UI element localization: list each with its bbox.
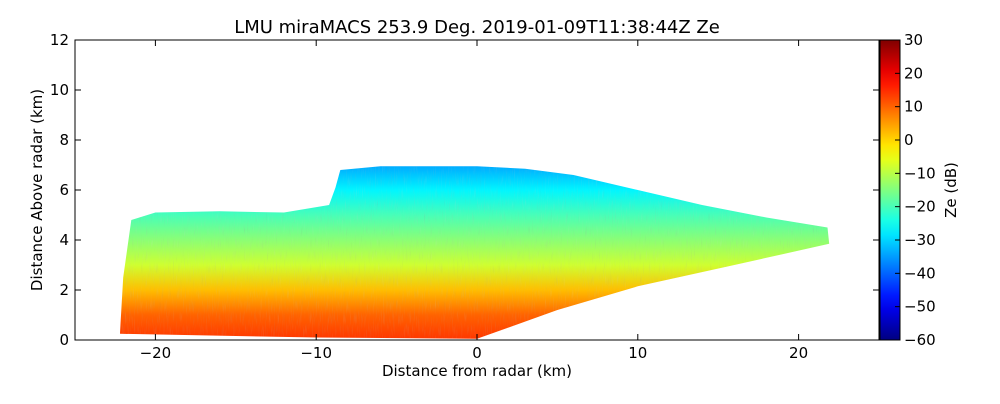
colorbar-ticks: −60 −50 −40 −30 −20 −10 0 10 20 30: [895, 31, 936, 349]
colorbar-tick-label: −30: [904, 231, 936, 249]
y-tick-label: 12: [50, 31, 69, 49]
x-tick-label: −20: [140, 344, 172, 362]
plot-area: −20 −10 0 10 20 0 2 4 6 8 10 12: [50, 31, 880, 362]
echo-texture: [120, 166, 830, 339]
colorbar-gradient: [879, 39, 901, 341]
colorbar-tick-label: 0: [904, 131, 914, 149]
x-axis-ticks: −20 −10 0 10 20: [140, 40, 808, 362]
colorbar-tick-label: −60: [904, 331, 936, 349]
colorbar-tick-label: 30: [904, 31, 923, 49]
colorbar-tick-label: −20: [904, 198, 936, 216]
chart-title: LMU miraMACS 253.9 Deg. 2019-01-09T11:38…: [234, 17, 720, 38]
colorbar-tick-label: −10: [904, 164, 936, 182]
x-tick-label: 0: [472, 344, 482, 362]
y-axis-ticks: 0 2 4 6 8 10 12: [50, 31, 879, 349]
x-tick-label: 20: [789, 344, 808, 362]
y-axis-label: Distance Above radar (km): [28, 89, 46, 291]
y-tick-label: 10: [50, 81, 69, 99]
colorbar-tick-label: 20: [904, 64, 923, 82]
colorbar-tick-label: 10: [904, 98, 923, 116]
y-tick-label: 0: [59, 331, 69, 349]
colorbar-tick-label: −50: [904, 298, 936, 316]
x-axis-label: Distance from radar (km): [382, 362, 572, 380]
colorbar: −60 −50 −40 −30 −20 −10 0 10 20 30: [879, 31, 936, 349]
x-tick-label: −10: [300, 344, 332, 362]
colorbar-label: Ze (dB): [942, 162, 960, 218]
y-tick-label: 8: [59, 131, 69, 149]
y-tick-label: 2: [59, 281, 69, 299]
y-tick-label: 4: [59, 231, 69, 249]
x-tick-label: 10: [628, 344, 647, 362]
y-tick-label: 6: [59, 181, 69, 199]
colorbar-tick-label: −40: [904, 264, 936, 282]
